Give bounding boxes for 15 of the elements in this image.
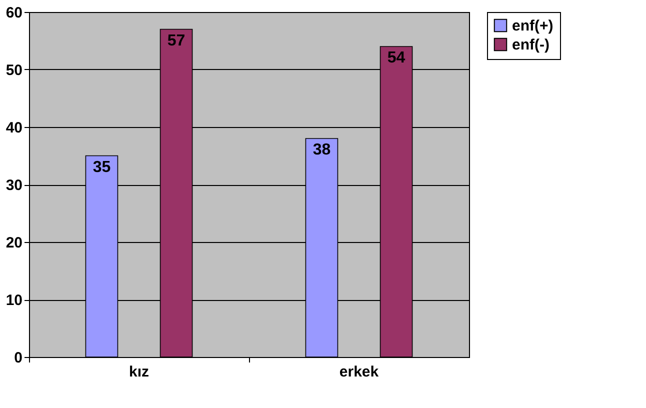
y-tick-label: 20 — [6, 234, 22, 252]
y-tick-label: 60 — [6, 4, 22, 22]
y-tick-label: 50 — [6, 62, 22, 79]
data-label: 57 — [167, 32, 186, 50]
data-label: 38 — [312, 142, 331, 158]
x-tick-label: kız — [128, 364, 150, 380]
legend-label: enf(+) — [512, 18, 554, 34]
legend-label: enf(-) — [512, 36, 550, 54]
x-tick-label: erkek — [339, 364, 380, 380]
y-tick-label: 0 — [14, 350, 22, 366]
y-tick-label: 40 — [6, 120, 22, 136]
data-label: 35 — [92, 158, 111, 176]
data-label: 54 — [387, 50, 406, 66]
y-tick-label: 10 — [6, 292, 22, 309]
y-tick-label: 30 — [6, 177, 22, 194]
